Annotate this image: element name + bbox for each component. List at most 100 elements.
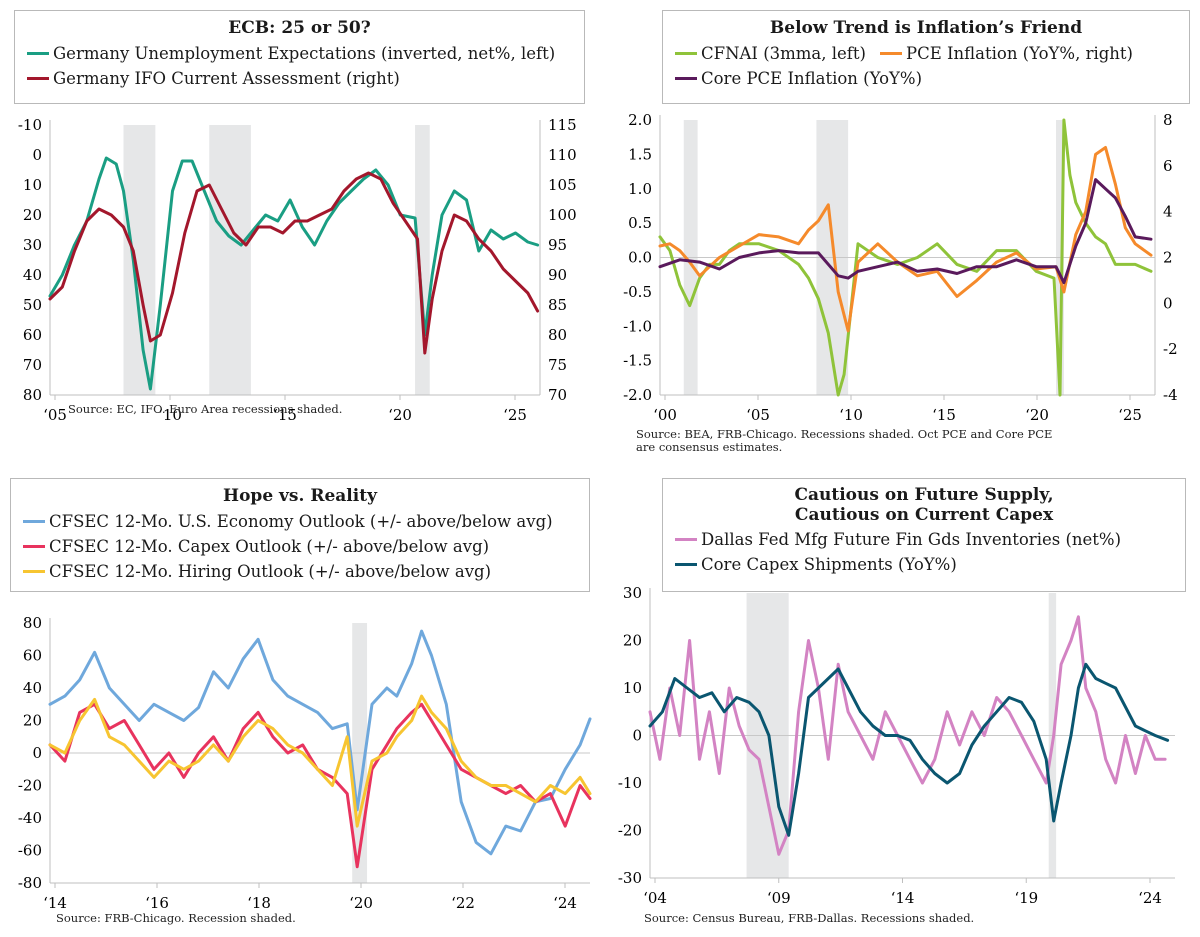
- y-tick-label: 50: [23, 296, 42, 314]
- legend-item: Germany IFO Current Assessment (right): [27, 66, 558, 91]
- y-tick-label: -30: [618, 869, 642, 887]
- y-tick-label: -60: [18, 842, 42, 860]
- panel-capex: Cautious on Future Supply, Cautious on C…: [600, 468, 1200, 937]
- y2-tick-label: 100: [548, 206, 577, 224]
- y2-tick-label: 105: [548, 176, 577, 194]
- x-tick-label: ‘05: [43, 406, 67, 424]
- y2-tick-label: 110: [548, 146, 577, 164]
- x-tick-label: ‘20: [388, 406, 412, 424]
- y2-tick-label: 4: [1163, 203, 1173, 221]
- y2-tick-label: 6: [1163, 157, 1173, 175]
- y-tick-label: -1.0: [623, 317, 652, 335]
- series-line: [48, 629, 592, 856]
- y-tick-label: 0.0: [628, 249, 652, 267]
- x-tick-label: ‘05: [746, 406, 770, 424]
- y-tick-label: -1.5: [623, 352, 652, 370]
- chart-title: Hope vs. Reality: [223, 486, 377, 506]
- x-tick-label: ‘22: [451, 894, 475, 912]
- legend-swatch: [23, 570, 45, 573]
- y2-tick-label: 90: [548, 266, 567, 284]
- x-tick-label: ‘18: [247, 894, 271, 912]
- y-tick-label: 80: [23, 386, 42, 404]
- legend-label: CFSEC 12-Mo. Capex Outlook (+/- above/be…: [49, 537, 490, 556]
- chart-title: Below Trend is Inflation’s Friend: [769, 18, 1083, 38]
- y-tick-label: -20: [18, 777, 42, 795]
- legend-box: Below Trend is Inflation’s Friend CFNAI …: [662, 10, 1190, 104]
- legend-label: Germany Unemployment Expectations (inver…: [53, 44, 556, 63]
- legend-swatch: [879, 52, 902, 55]
- legend-label: PCE Inflation (YoY%, right): [905, 44, 1133, 63]
- series-line: [48, 171, 540, 355]
- legend-swatch: [675, 538, 697, 541]
- panel-hope: Hope vs. Reality CFSEC 12-Mo. U.S. Econo…: [0, 468, 600, 937]
- y2-tick-label: 0: [1163, 294, 1173, 312]
- y-tick-label: 10: [623, 679, 642, 697]
- legend-item: Core Capex Shipments (YoY%): [675, 552, 1159, 577]
- panel-ecb: ECB: 25 or 50? Germany Unemployment Expe…: [0, 0, 600, 460]
- y2-tick-label: 115: [548, 116, 577, 134]
- legend-label: Core Capex Shipments (YoY%): [701, 555, 957, 574]
- y-tick-label: 40: [23, 266, 42, 284]
- source-note: Source: EC, IFO. Euro Area recessions sh…: [68, 402, 343, 416]
- legend-label: Germany IFO Current Assessment (right): [53, 69, 400, 88]
- x-tick-label: ‘09: [767, 889, 791, 907]
- y-tick-label: -2.0: [623, 386, 652, 404]
- chart-title: ECB: 25 or 50?: [228, 18, 371, 38]
- y-tick-label: 80: [23, 614, 42, 632]
- x-tick-label: ‘14: [891, 889, 915, 907]
- y-tick-label: 20: [23, 206, 42, 224]
- y2-tick-label: 80: [548, 326, 567, 344]
- source-line: are consensus estimates.: [636, 440, 783, 454]
- x-tick-label: ‘25: [1118, 406, 1142, 424]
- chart-svg: 80 60 40 20 0 -20 -40 -60 -80‘14 ‘16 ‘18 ‘20 ‘22 ‘24: [18, 614, 592, 912]
- series-line: [48, 702, 592, 869]
- y2-tick-label: -4: [1163, 386, 1178, 404]
- source-line: Source: BEA, FRB-Chicago. Recessions sha…: [636, 427, 1053, 441]
- y2-tick-label: 75: [548, 356, 567, 374]
- series-line: [648, 615, 1167, 856]
- y-tick-label: 2.0: [628, 111, 652, 129]
- y-tick-label: 20: [23, 712, 42, 730]
- recession-band: [123, 125, 156, 395]
- legend-swatch: [27, 52, 49, 55]
- legend-item: CFSEC 12-Mo. Capex Outlook (+/- above/be…: [23, 534, 563, 559]
- y-tick-label: -10: [618, 774, 642, 792]
- legend-item: Dallas Fed Mfg Future Fin Gds Inventorie…: [675, 527, 1159, 552]
- y-tick-label: 0: [32, 146, 42, 164]
- legend-swatch: [23, 520, 45, 523]
- y-tick-label: 70: [23, 356, 42, 374]
- y-tick-label: 0: [32, 744, 42, 762]
- legend-item: CFSEC 12-Mo. Hiring Outlook (+/- above/b…: [23, 559, 563, 584]
- series-line: [48, 694, 592, 828]
- y2-tick-label: 95: [548, 236, 567, 254]
- x-tick-label: ‘20: [349, 894, 373, 912]
- legend-item: PCE Inflation (YoY%, right): [879, 41, 1133, 66]
- x-tick-label: ‘16: [145, 894, 169, 912]
- legend-box: Cautious on Future Supply, Cautious on C…: [662, 478, 1186, 592]
- y-tick-label: 0: [632, 727, 642, 745]
- legend-swatch: [675, 52, 697, 55]
- series-line: [658, 146, 1153, 333]
- x-tick-label: ‘24: [1138, 889, 1162, 907]
- legend-box: Hope vs. Reality CFSEC 12-Mo. U.S. Econo…: [10, 478, 590, 592]
- y-tick-label: -10: [18, 116, 42, 134]
- legend-label: Core PCE Inflation (YoY%): [701, 69, 923, 88]
- chart-svg: -10 0 10 20 30 40 50 60 70 80 115 110 105 100 95 90 85 80…: [18, 116, 577, 424]
- legend-label: CFSEC 12-Mo. U.S. Economy Outlook (+/- a…: [49, 512, 553, 531]
- series-line: [658, 178, 1153, 285]
- legend-box: ECB: 25 or 50? Germany Unemployment Expe…: [14, 10, 585, 104]
- source-note: Source: Census Bureau, FRB-Dallas. Reces…: [644, 911, 975, 925]
- y-tick-label: 1.0: [628, 180, 652, 198]
- legend-swatch: [27, 77, 49, 80]
- y2-tick-label: -2: [1163, 340, 1178, 358]
- y-tick-label: 0.5: [628, 214, 652, 232]
- chart-title-line: Cautious on Current Capex: [794, 505, 1054, 525]
- recession-band: [209, 125, 251, 395]
- source-note: Source: BEA, FRB-Chicago. Recessions sha…: [636, 428, 1052, 454]
- y2-tick-label: 85: [548, 296, 567, 314]
- legend-label: CFSEC 12-Mo. Hiring Outlook (+/- above/b…: [49, 562, 492, 581]
- y-tick-label: -0.5: [623, 283, 652, 301]
- y-tick-label: 10: [23, 176, 42, 194]
- x-tick-label: ‘15: [932, 406, 956, 424]
- chart-title-line: Cautious on Future Supply,: [794, 485, 1054, 505]
